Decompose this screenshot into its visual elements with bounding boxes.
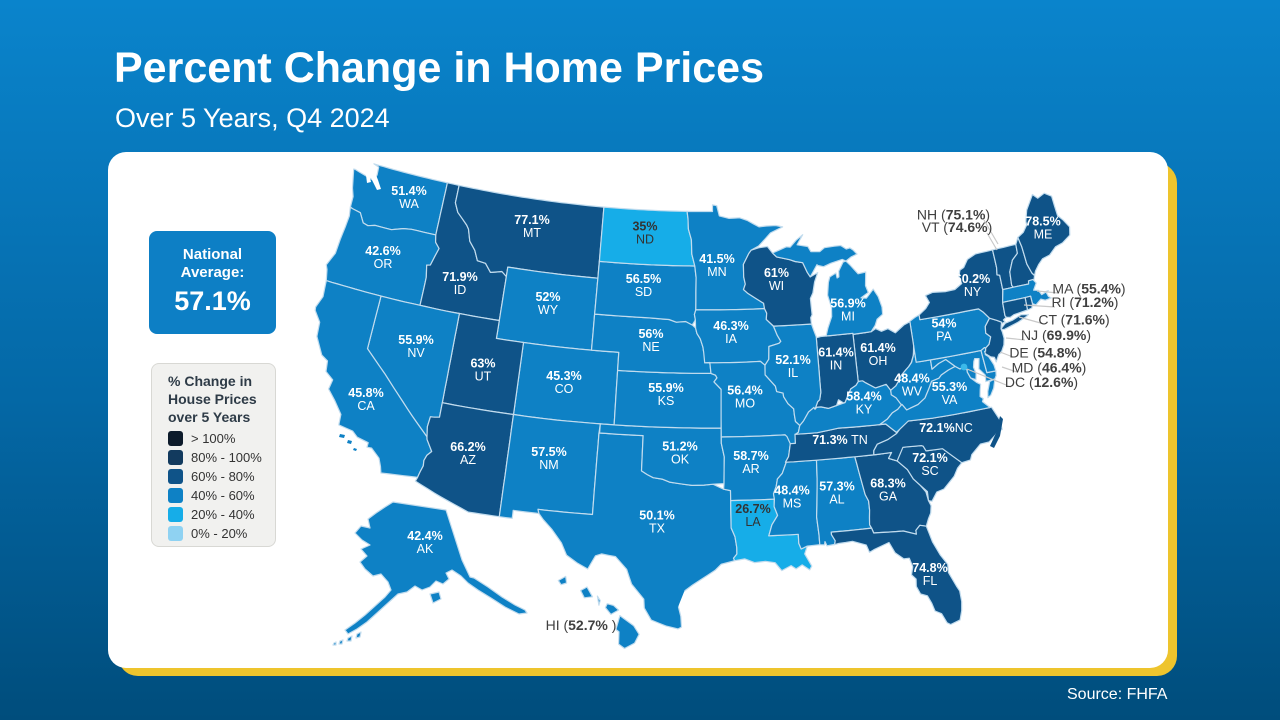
svg-text:61.4%: 61.4% (860, 341, 895, 355)
svg-text:PA: PA (936, 329, 952, 343)
svg-text:VT (74.6%): VT (74.6%) (922, 219, 993, 235)
svg-text:DE (54.8%): DE (54.8%) (1009, 345, 1081, 361)
svg-text:42.6%: 42.6% (365, 244, 400, 258)
svg-text:IA: IA (725, 332, 737, 346)
svg-text:61.4%: 61.4% (818, 346, 853, 360)
svg-text:56%: 56% (638, 327, 663, 341)
svg-text:LA: LA (745, 515, 761, 529)
svg-text:AR: AR (742, 462, 759, 476)
svg-text:68.3%: 68.3% (870, 477, 905, 491)
svg-text:TX: TX (649, 521, 666, 535)
svg-text:77.1%: 77.1% (514, 213, 549, 227)
svg-text:CO: CO (555, 382, 574, 396)
svg-text:48.4%: 48.4% (894, 372, 929, 386)
svg-text:SD: SD (635, 285, 652, 299)
svg-text:WV: WV (902, 384, 923, 398)
svg-text:71.9%: 71.9% (442, 270, 477, 284)
svg-text:63%: 63% (470, 357, 495, 371)
svg-text:NE: NE (642, 340, 659, 354)
svg-text:71.3% TN: 71.3% TN (812, 433, 868, 447)
svg-text:FL: FL (923, 574, 938, 588)
svg-text:NY: NY (964, 285, 982, 299)
svg-text:SC: SC (921, 464, 938, 478)
svg-text:RI (71.2%): RI (71.2%) (1052, 294, 1119, 310)
svg-text:51.2%: 51.2% (662, 440, 697, 454)
svg-text:ME: ME (1034, 227, 1053, 241)
svg-text:AL: AL (829, 492, 844, 506)
svg-text:35%: 35% (632, 220, 657, 234)
svg-text:MO: MO (735, 396, 755, 410)
svg-text:51.4%: 51.4% (391, 184, 426, 198)
svg-text:WA: WA (399, 197, 419, 211)
svg-text:ID: ID (454, 283, 467, 297)
svg-text:MD (46.4%): MD (46.4%) (1012, 360, 1087, 376)
svg-text:HI (52.7% ): HI (52.7% ) (546, 617, 617, 633)
svg-text:GA: GA (879, 489, 898, 503)
svg-text:IN: IN (830, 358, 843, 372)
svg-text:CA: CA (357, 399, 375, 413)
svg-text:26.7%: 26.7% (735, 502, 770, 516)
svg-text:55.9%: 55.9% (648, 381, 683, 395)
svg-text:KS: KS (658, 394, 675, 408)
svg-text:66.2%: 66.2% (450, 440, 485, 454)
svg-text:MI: MI (841, 309, 855, 323)
svg-text:52%: 52% (535, 290, 560, 304)
svg-text:54%: 54% (931, 317, 956, 331)
svg-text:AK: AK (417, 542, 434, 556)
svg-text:58.4%: 58.4% (846, 390, 881, 404)
svg-text:NV: NV (407, 346, 425, 360)
svg-text:WI: WI (769, 279, 784, 293)
svg-text:CT (71.6%): CT (71.6%) (1038, 312, 1109, 328)
svg-text:45.8%: 45.8% (348, 386, 383, 400)
svg-text:NM: NM (539, 458, 558, 472)
svg-text:WY: WY (538, 303, 559, 317)
svg-text:72.1%: 72.1% (912, 451, 947, 465)
svg-text:61%: 61% (764, 266, 789, 280)
svg-text:56.9%: 56.9% (830, 297, 865, 311)
svg-text:MS: MS (783, 496, 802, 510)
svg-text:OK: OK (671, 452, 690, 466)
svg-text:IL: IL (788, 366, 798, 380)
svg-text:DC (12.6%): DC (12.6%) (1005, 374, 1078, 390)
svg-text:ND: ND (636, 232, 654, 246)
svg-text:57.5%: 57.5% (531, 445, 566, 459)
svg-text:MN: MN (707, 265, 726, 279)
svg-text:MA (55.4%): MA (55.4%) (1052, 281, 1125, 297)
svg-text:NH (75.1%): NH (75.1%) (917, 207, 990, 223)
svg-text:57.3%: 57.3% (819, 480, 854, 494)
svg-text:78.5%: 78.5% (1025, 215, 1060, 229)
svg-text:KY: KY (856, 402, 873, 416)
svg-text:58.7%: 58.7% (733, 449, 768, 463)
svg-text:OH: OH (869, 354, 888, 368)
svg-text:52.1%: 52.1% (775, 353, 810, 367)
svg-text:41.5%: 41.5% (699, 252, 734, 266)
svg-text:OR: OR (374, 257, 393, 271)
svg-text:60.2%: 60.2% (955, 272, 990, 286)
svg-text:NJ (69.9%): NJ (69.9%) (1021, 327, 1091, 343)
svg-text:AZ: AZ (460, 453, 476, 467)
svg-text:VA: VA (942, 393, 958, 407)
svg-text:74.8%: 74.8% (912, 561, 947, 575)
svg-text:48.4%: 48.4% (774, 484, 809, 498)
svg-text:56.5%: 56.5% (626, 272, 661, 286)
svg-text:UT: UT (475, 369, 492, 383)
svg-text:55.9%: 55.9% (398, 333, 433, 347)
svg-text:42.4%: 42.4% (407, 529, 442, 543)
svg-text:46.3%: 46.3% (713, 319, 748, 333)
svg-text:MT: MT (523, 226, 541, 240)
svg-text:72.1%NC: 72.1%NC (919, 421, 973, 435)
svg-text:50.1%: 50.1% (639, 509, 674, 523)
svg-text:56.4%: 56.4% (727, 384, 762, 398)
svg-text:55.3%: 55.3% (932, 380, 967, 394)
svg-text:45.3%: 45.3% (546, 369, 581, 383)
